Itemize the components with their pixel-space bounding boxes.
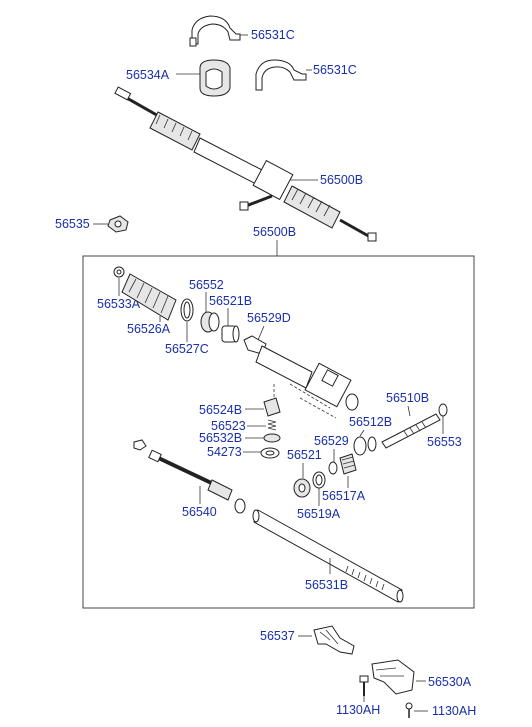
pinion-56510B-part[interactable]: [381, 413, 441, 449]
exploded-view-frame: [82, 255, 475, 609]
label-56531B[interactable]: 56531B: [305, 578, 348, 592]
dashed-guides: [273, 383, 337, 419]
label-56533A[interactable]: 56533A: [97, 297, 141, 311]
plug-56517A-part[interactable]: [339, 453, 357, 475]
spring-56523-part[interactable]: [267, 419, 277, 431]
label-56535[interactable]: 56535: [55, 217, 90, 231]
clamp-mid-part[interactable]: [255, 59, 307, 91]
label-56510B[interactable]: 56510B: [386, 391, 429, 405]
clamp-top-part[interactable]: [189, 15, 241, 47]
nut-54273-part[interactable]: [260, 447, 280, 459]
rack-assembly-top-part[interactable]: [114, 86, 377, 242]
label-54273[interactable]: 54273: [207, 445, 242, 459]
bracket-56530A-part[interactable]: [371, 659, 415, 695]
plug-56532B-part[interactable]: [263, 433, 281, 443]
label-56519A[interactable]: 56519A: [297, 507, 341, 521]
clip-56533A-part[interactable]: [113, 266, 125, 278]
rack-56531B-part[interactable]: [252, 509, 404, 603]
leader-56529D: [257, 325, 265, 341]
label-56531C-mid[interactable]: 56531C: [313, 63, 357, 77]
label-56524B[interactable]: 56524B: [199, 403, 242, 417]
label-56552[interactable]: 56552: [189, 278, 224, 292]
ring-56529-part[interactable]: [328, 461, 338, 475]
boot-56526A-part[interactable]: [121, 273, 177, 321]
bolt-1130AH-b-part[interactable]: [405, 702, 413, 718]
seal-56521B-part[interactable]: [221, 325, 240, 343]
label-56523[interactable]: 56523: [211, 419, 246, 433]
bush-part[interactable]: [199, 59, 231, 97]
label-56540[interactable]: 56540: [182, 505, 217, 519]
nut-56535-part[interactable]: [107, 215, 129, 233]
label-56517A[interactable]: 56517A: [322, 489, 366, 503]
label-56529D[interactable]: 56529D: [247, 311, 291, 325]
tie-rod-56540-part[interactable]: [133, 439, 246, 514]
bushing-56552-part[interactable]: [200, 311, 220, 333]
label-56529[interactable]: 56529: [314, 434, 349, 448]
label-56537[interactable]: 56537: [260, 629, 295, 643]
bearing-56512B-part[interactable]: [353, 436, 377, 456]
label-56512B[interactable]: 56512B: [349, 415, 392, 429]
seal-56553-part[interactable]: [438, 403, 448, 417]
label-56531C-top[interactable]: 56531C: [251, 28, 295, 42]
label-56526A[interactable]: 56526A: [127, 322, 171, 336]
seal-56521-part[interactable]: [293, 478, 311, 498]
label-1130AH-a[interactable]: 1130AH: [336, 703, 380, 717]
cover-56537-part[interactable]: [313, 625, 355, 655]
yoke-56524B-part[interactable]: [263, 397, 281, 417]
leader-56512B: [359, 429, 365, 437]
band-56527C-part[interactable]: [180, 298, 194, 322]
label-56527C[interactable]: 56527C: [165, 342, 209, 356]
ring-56519A-part[interactable]: [312, 471, 326, 489]
label-1130AH-b[interactable]: 1130AH: [432, 704, 476, 718]
label-56553[interactable]: 56553: [427, 435, 462, 449]
label-56521[interactable]: 56521: [287, 448, 322, 462]
label-56532B[interactable]: 56532B: [199, 431, 242, 445]
label-56530A[interactable]: 56530A: [428, 675, 472, 689]
leader-56510B: [407, 405, 411, 417]
bolt-1130AH-a-part[interactable]: [359, 675, 369, 696]
label-56500B-top[interactable]: 56500B: [320, 173, 363, 187]
label-56500B-box[interactable]: 56500B: [253, 225, 296, 239]
label-56534A[interactable]: 56534A: [126, 68, 170, 82]
label-56521B[interactable]: 56521B: [209, 294, 252, 308]
rack-housing-part[interactable]: [243, 335, 359, 411]
